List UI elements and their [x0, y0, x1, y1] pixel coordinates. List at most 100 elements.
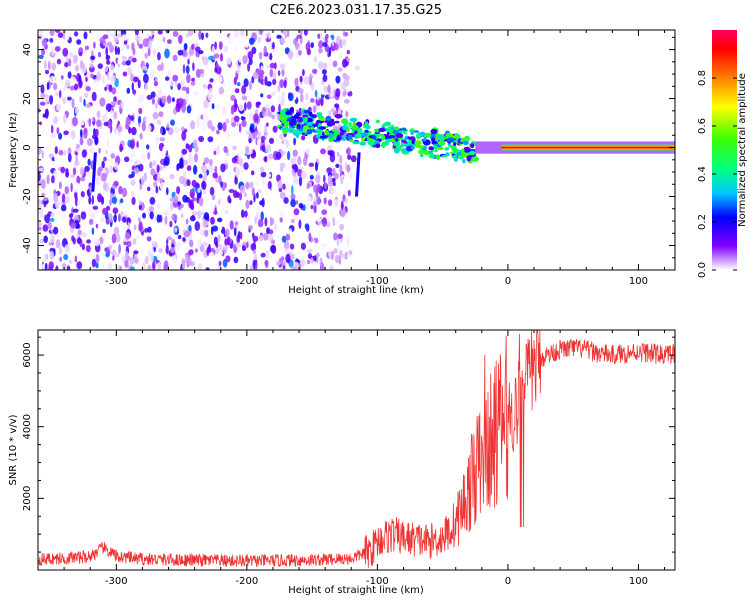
noise-speckle	[114, 77, 119, 88]
noise-speckle	[130, 179, 136, 186]
noise-speckle	[164, 76, 170, 81]
noise-speckle	[148, 38, 152, 49]
noise-streak	[91, 152, 97, 192]
noise-speckle	[241, 209, 245, 218]
noise-speckle	[299, 75, 303, 83]
noise-speckle	[313, 205, 317, 214]
echo-blob	[470, 143, 475, 149]
noise-speckle	[238, 54, 243, 63]
noise-speckle	[64, 79, 71, 88]
noise-speckle	[322, 42, 328, 47]
noise-speckle	[288, 228, 292, 235]
noise-speckle	[174, 259, 181, 267]
echo-blob	[423, 145, 428, 149]
noise-speckle	[257, 219, 264, 228]
noise-speckle	[107, 127, 111, 136]
noise-speckle	[212, 172, 218, 179]
noise-speckle	[108, 244, 112, 250]
noise-speckle	[111, 233, 117, 244]
noise-speckle	[171, 213, 178, 221]
noise-speckle	[220, 163, 226, 173]
noise-speckle	[200, 124, 207, 133]
noise-speckle	[260, 93, 264, 98]
noise-speckle	[94, 81, 100, 87]
noise-speckle	[346, 164, 351, 173]
noise-speckle	[40, 179, 46, 189]
noise-speckle	[181, 130, 187, 141]
noise-speckle	[133, 167, 140, 174]
noise-speckle	[178, 34, 183, 44]
noise-speckle	[157, 52, 161, 61]
snr-ylabel: SNR (10 * v/v)	[8, 414, 19, 485]
noise-speckle	[101, 160, 105, 169]
noise-speckle	[124, 232, 131, 240]
noise-speckle	[67, 153, 72, 163]
noise-speckle	[291, 185, 294, 195]
noise-speckle	[276, 174, 281, 183]
noise-speckle	[310, 205, 314, 210]
noise-speckle	[185, 65, 190, 74]
noise-speckle	[274, 110, 279, 116]
noise-speckle	[258, 69, 265, 76]
echo-blob	[292, 129, 300, 133]
noise-speckle	[279, 192, 286, 199]
noise-speckle	[156, 164, 160, 173]
noise-speckle	[281, 235, 287, 243]
noise-speckle	[256, 192, 259, 199]
echo-blob	[468, 150, 476, 156]
noise-speckle	[79, 166, 85, 176]
noise-speckle	[198, 197, 204, 207]
noise-speckle	[175, 102, 181, 113]
noise-speckle	[187, 30, 194, 37]
signal-band-core	[501, 146, 675, 149]
noise-speckle	[38, 146, 42, 155]
echo-blob	[436, 154, 441, 161]
noise-speckle	[74, 255, 78, 263]
noise-speckle	[83, 127, 88, 134]
noise-speckle	[217, 217, 223, 223]
noise-speckle	[50, 133, 56, 139]
noise-speckle	[97, 193, 103, 203]
noise-speckle	[335, 163, 340, 168]
noise-speckle	[238, 103, 244, 112]
noise-speckle	[321, 69, 327, 75]
noise-speckle	[335, 88, 341, 98]
noise-speckle	[207, 119, 213, 129]
noise-speckle	[73, 188, 78, 193]
noise-speckle	[279, 133, 285, 140]
noise-speckle	[79, 96, 83, 103]
noise-speckle	[308, 155, 311, 160]
noise-speckle	[156, 262, 162, 270]
noise-speckle	[242, 112, 248, 118]
snr-xlabel: Height of straight line (km)	[288, 585, 424, 596]
noise-speckle	[180, 213, 184, 218]
noise-speckle	[95, 176, 101, 186]
noise-speckle	[294, 77, 299, 87]
echo-blob	[463, 146, 471, 153]
noise-speckle	[218, 41, 223, 50]
x-tick-label: -200	[236, 276, 259, 287]
noise-speckle	[246, 101, 252, 110]
noise-speckle	[156, 214, 161, 223]
noise-speckle	[63, 85, 67, 92]
noise-speckle	[252, 235, 259, 242]
noise-speckle	[234, 45, 238, 53]
noise-speckle	[251, 46, 257, 55]
noise-speckle	[269, 52, 273, 61]
noise-speckle	[77, 199, 81, 206]
noise-speckle	[105, 46, 108, 57]
noise-speckle	[79, 129, 83, 138]
noise-speckle	[339, 154, 343, 164]
noise-speckle	[214, 208, 217, 216]
echo-blob	[295, 132, 300, 139]
noise-speckle	[236, 69, 241, 74]
noise-speckle	[183, 43, 188, 51]
noise-speckle	[227, 195, 231, 204]
noise-speckle	[192, 164, 198, 175]
noise-speckle	[250, 243, 257, 251]
noise-speckle	[225, 201, 229, 209]
noise-speckle	[256, 138, 260, 146]
noise-speckle	[181, 49, 186, 57]
echo-blob	[414, 140, 422, 146]
noise-speckle	[146, 124, 152, 133]
